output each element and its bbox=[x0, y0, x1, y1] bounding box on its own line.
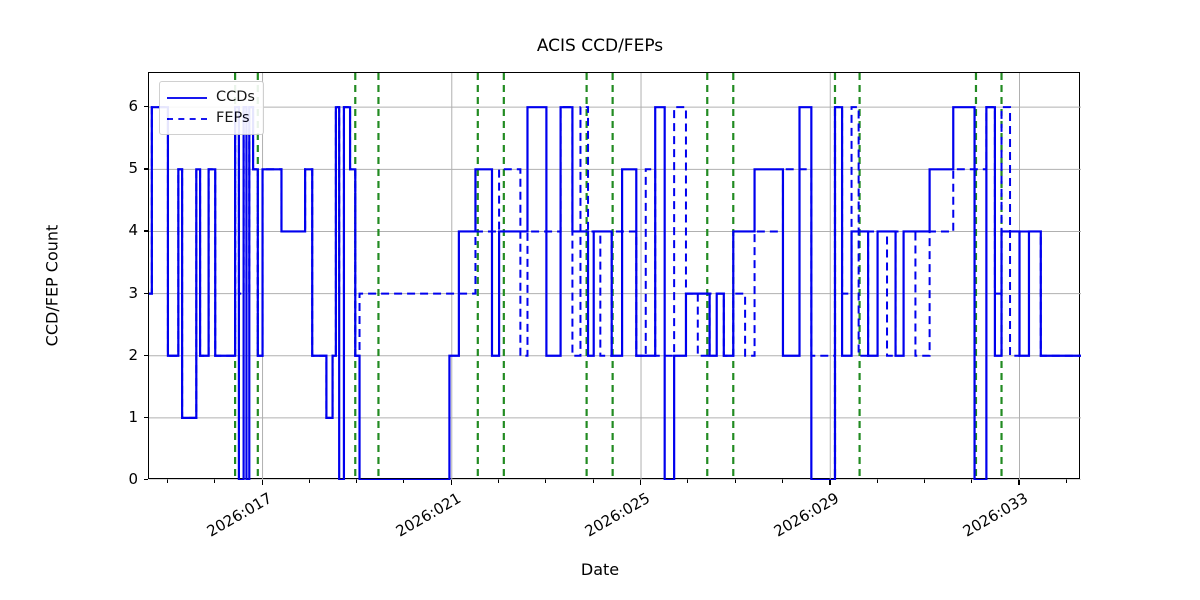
y-tick-label: 1 bbox=[128, 407, 138, 426]
legend-entry-ccds: CCDs bbox=[167, 87, 255, 108]
y-tick-mark bbox=[144, 168, 148, 170]
x-tick-mark-minor bbox=[687, 479, 689, 483]
y-tick-label: 5 bbox=[128, 159, 138, 178]
series-line-feps bbox=[149, 106, 1081, 419]
x-tick-mark-major bbox=[829, 479, 831, 485]
x-tick-mark-minor bbox=[545, 479, 547, 483]
x-tick-mark-major bbox=[640, 479, 642, 485]
x-tick-mark-major bbox=[450, 479, 453, 485]
x-tick-mark-minor bbox=[734, 479, 736, 483]
y-tick-mark bbox=[144, 230, 148, 232]
x-tick-label: 2026:029 bbox=[771, 489, 843, 541]
x-tick-mark-minor bbox=[592, 479, 594, 483]
y-tick-label: 0 bbox=[128, 470, 138, 488]
y-tick-label: 3 bbox=[128, 283, 138, 302]
y-tick-mark bbox=[144, 354, 148, 357]
y-tick-mark bbox=[144, 416, 148, 419]
x-axis-label: Date bbox=[580, 560, 620, 579]
x-tick-mark-minor bbox=[1065, 479, 1067, 483]
legend-swatch-feps bbox=[167, 117, 207, 120]
x-tick-mark-minor bbox=[923, 479, 925, 483]
chart-title: ACIS CCD/FEPs bbox=[536, 36, 664, 56]
x-tick-mark-minor bbox=[308, 479, 310, 483]
x-tick-mark-minor bbox=[166, 479, 168, 483]
y-tick-label: 6 bbox=[128, 97, 138, 116]
y-tick-mark bbox=[144, 479, 148, 481]
legend-label-feps: FEPs bbox=[216, 110, 250, 127]
x-tick-mark-minor bbox=[876, 479, 878, 483]
grid-lines bbox=[149, 73, 1081, 480]
x-tick-label: 2026:021 bbox=[392, 489, 464, 541]
legend-entry-feps: FEPs bbox=[167, 108, 255, 129]
event-vertical-lines bbox=[234, 73, 1003, 480]
x-tick-mark-minor bbox=[356, 479, 358, 483]
plot-area[interactable]: CCDs FEPs bbox=[148, 72, 1081, 480]
y-tick-label: 4 bbox=[128, 221, 138, 240]
x-tick-mark-minor bbox=[403, 479, 405, 483]
plot-svg bbox=[149, 73, 1081, 480]
x-tick-mark-major bbox=[261, 479, 263, 485]
x-tick-label: 2026:033 bbox=[960, 489, 1032, 541]
legend-box[interactable]: CCDs FEPs bbox=[159, 81, 264, 135]
x-tick-mark-major bbox=[1018, 479, 1020, 485]
legend-swatch-ccds bbox=[167, 96, 207, 99]
x-tick-label: 2026:025 bbox=[581, 489, 654, 541]
legend-label-ccds: CCDs bbox=[216, 89, 255, 106]
y-tick-mark bbox=[144, 106, 148, 108]
x-tick-mark-minor bbox=[214, 479, 216, 483]
y-tick-label: 2 bbox=[128, 345, 138, 364]
y-tick-mark bbox=[144, 292, 148, 294]
x-tick-label: 2026:017 bbox=[203, 489, 275, 541]
x-tick-mark-minor bbox=[971, 479, 973, 483]
x-tick-mark-minor bbox=[498, 479, 500, 483]
x-tick-mark-minor bbox=[781, 479, 783, 483]
